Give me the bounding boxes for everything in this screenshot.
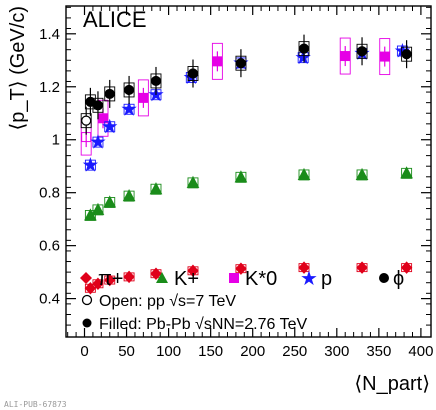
legend-marker-kaon — [156, 272, 168, 283]
pbpb-point-kstar — [212, 56, 223, 67]
legend-filled-note: Filled: Pb-Pb √sNN=2.76 TeV — [99, 316, 307, 333]
pbpb-point-phi — [104, 88, 115, 100]
pbpb-point-phi — [150, 75, 162, 87]
axis-ticks: 0 50 100 150 200 250 300 350 400 0.4 0.6 0.8 1 1.2 1.4 — [39, 6, 433, 360]
pbpb-point-pion — [104, 273, 116, 287]
pbpb-point-kstar — [340, 51, 351, 62]
y-tick-label: 0.6 — [39, 238, 60, 255]
pbpb-point-proton — [102, 118, 118, 134]
pbpb-point-phi — [235, 58, 247, 69]
x-tick-label: 400 — [408, 343, 433, 360]
pbpb-point-proton — [121, 101, 137, 116]
y-tick-label: 0.4 — [39, 291, 60, 308]
y-tick-label: 1 — [52, 132, 60, 149]
legend-label-kstar: K*0 — [245, 268, 277, 290]
pbpb-point-kaon — [355, 167, 369, 180]
pbpb-point-pion — [123, 270, 135, 284]
pbpb-point-pion — [356, 261, 368, 274]
legend-open-note: Open: pp √s=7 TeV — [99, 293, 236, 310]
pbpb-point-pion — [150, 267, 162, 280]
pbpb-point-pion — [235, 262, 247, 275]
x-tick-label: 100 — [156, 343, 181, 360]
pbpb-point-kaon — [122, 189, 136, 202]
y-axis-label: ⟨p_T⟩ (GeV/c) — [7, 6, 29, 131]
experiment-label: ALICE — [83, 7, 147, 32]
x-tick-label: 50 — [118, 343, 135, 360]
pbpb-point-proton — [90, 134, 106, 149]
data-markers — [80, 34, 413, 295]
pbpb-point-pion — [84, 282, 97, 295]
pbpb-point-phi — [187, 68, 199, 79]
x-tick-label: 300 — [324, 343, 349, 360]
legend-label-pion: π+ — [98, 268, 123, 290]
legend-marker-phi — [379, 273, 389, 283]
pbpb-point-proton — [82, 157, 99, 172]
pbpb-point-phi — [401, 49, 412, 60]
pbpb-point-phi — [356, 46, 368, 57]
pbpb-point-kaon — [84, 208, 97, 221]
pbpb-point-kaon — [400, 166, 413, 179]
pbpb-point-pion — [187, 264, 199, 278]
legend: π+ K+ K*0 ★ p ϕ Open: pp √s=7 TeV Filled… — [80, 266, 404, 333]
plot-frame — [65, 5, 432, 338]
pbpb-point-phi — [298, 43, 310, 54]
legend-marker-pion — [80, 272, 92, 284]
legend-open-marker — [81, 294, 93, 306]
pbpb-point-kaon — [103, 195, 117, 208]
pbpb-point-phi — [85, 96, 96, 107]
pbpb-point-kaon — [297, 167, 311, 180]
watermark: ALI-PUB-67873 — [4, 400, 67, 409]
x-axis-label: ⟨N_part⟩ — [354, 373, 430, 395]
x-tick-label: 350 — [366, 343, 391, 360]
pbpb-point-kstar — [379, 51, 390, 62]
pbpb-point-kaon — [234, 170, 248, 183]
legend-label-proton: p — [321, 268, 332, 290]
x-tick-label: 150 — [198, 343, 223, 360]
pbpb-point-pion — [400, 261, 413, 274]
pp-point-phi — [81, 115, 92, 126]
legend-filled-marker — [82, 318, 92, 328]
legend-label-kaon: K+ — [174, 268, 199, 290]
y-tick-label: 1.4 — [39, 26, 60, 43]
pbpb-point-pion — [298, 261, 310, 274]
x-tick-label: 0 — [80, 343, 88, 360]
pbpb-point-kstar — [138, 92, 149, 103]
legend-label-phi: ϕ — [393, 268, 404, 290]
x-tick-label: 250 — [282, 343, 307, 360]
pbpb-point-phi — [123, 84, 135, 96]
y-tick-label: 1.2 — [39, 79, 60, 96]
legend-marker-kstar — [229, 273, 239, 283]
legend-marker-proton: ★ — [300, 266, 318, 290]
y-tick-label: 0.8 — [39, 185, 60, 202]
pbpb-point-kaon — [149, 182, 163, 195]
x-tick-label: 200 — [240, 343, 265, 360]
pbpb-point-kaon — [91, 202, 105, 215]
pbpb-point-kaon — [186, 175, 200, 188]
